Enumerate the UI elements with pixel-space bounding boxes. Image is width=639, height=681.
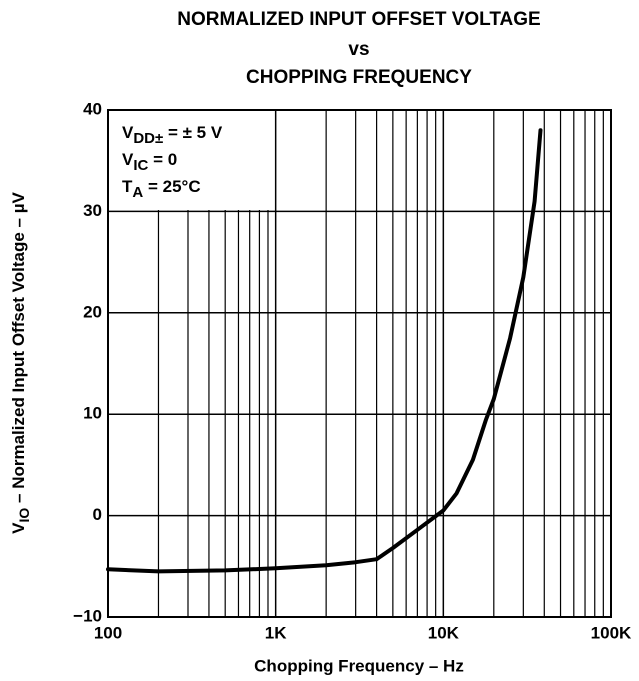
y-tick-label: 30: [83, 201, 102, 220]
x-tick-label: 1K: [265, 623, 287, 642]
x-tick-label: 10K: [428, 623, 460, 642]
y-tick-label: 20: [83, 302, 102, 321]
annotation-part: V: [122, 123, 134, 142]
annotation-sub: IC: [133, 157, 148, 174]
plot: [106, 128, 543, 574]
y-tick-label: 10: [83, 404, 102, 423]
y-label-sub: IO: [16, 508, 32, 523]
y-axis-label: VIO – Normalized Input Offset Voltage – …: [9, 192, 31, 534]
plot-frame: [107, 109, 612, 618]
y-label-part: V: [9, 522, 28, 534]
chart-title: vs: [348, 39, 369, 60]
annotation-sub: A: [132, 184, 143, 201]
x-tick-label: 100: [94, 623, 122, 642]
y-tick-label: 40: [83, 99, 102, 118]
chart-title: CHOPPING FREQUENCY: [246, 67, 472, 88]
y-tick-label: 0: [93, 505, 102, 524]
x-tick-label: 100K: [591, 623, 632, 642]
annotation-part: = ± 5 V: [163, 123, 223, 142]
annotation: VIC = 0: [122, 150, 177, 173]
chart-title: NORMALIZED INPUT OFFSET VOLTAGE: [177, 9, 540, 30]
x-axis-label: Chopping Frequency – Hz: [254, 656, 464, 675]
annotation-box: [109, 111, 269, 210]
annotation-part: = 25°C: [143, 177, 200, 196]
annotation-sub: DD±: [133, 130, 163, 147]
annotation-part: T: [122, 177, 133, 196]
annotation-part: V: [122, 150, 134, 169]
annotation-part: = 0: [148, 150, 177, 169]
annotation: TA = 25°C: [122, 177, 201, 200]
annotation: VDD± = ± 5 V: [122, 123, 223, 146]
y-label-part: – Normalized Input Offset Voltage – µV: [9, 192, 28, 508]
y-tick-label: −10: [73, 606, 102, 625]
line: [106, 128, 543, 574]
